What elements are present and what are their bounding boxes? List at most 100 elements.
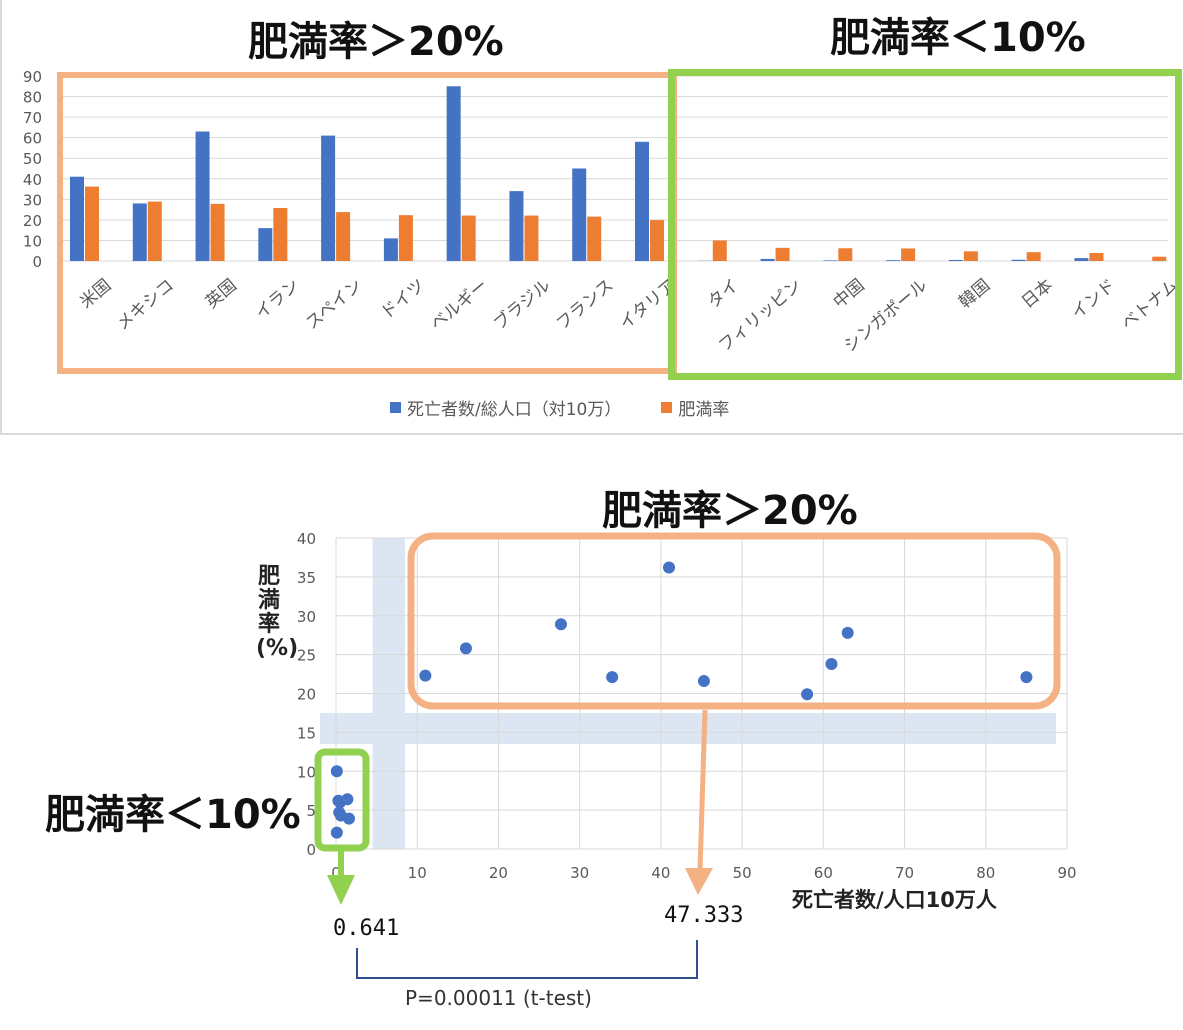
bar-deaths <box>446 86 461 262</box>
bar-obesity <box>210 203 225 261</box>
top-high-obesity-label: 肥満率＞20% <box>248 19 504 65</box>
bar-y-tick-label: 70 <box>23 109 42 127</box>
bar-obesity <box>650 220 664 261</box>
low-mean-arrow-head <box>327 875 355 905</box>
scatter-x-axis-title: 死亡者数/人口10万人 <box>792 888 997 912</box>
bar-y-tick-label: 60 <box>23 130 42 148</box>
scatter-point <box>342 812 355 825</box>
scatter-x-tick-label: 60 <box>814 864 833 882</box>
bar-deaths <box>258 228 273 261</box>
scatter-y-tick-label: 25 <box>297 647 316 665</box>
bar-chart-panel <box>0 0 1183 435</box>
scatter-point <box>554 618 567 631</box>
bar-y-tick-label: 50 <box>23 150 42 168</box>
bar-deaths <box>635 141 649 261</box>
scatter-point <box>606 671 619 684</box>
scatter-point <box>841 626 854 639</box>
scatter-y-axis-title: 肥満率(%) <box>256 564 299 661</box>
bar-deaths <box>760 258 775 261</box>
scatter-point <box>697 675 710 688</box>
legend-item-obesity: 肥満率 <box>661 395 729 420</box>
bar-y-tick-label: 0 <box>32 253 42 271</box>
scatter-point <box>663 561 676 574</box>
bar-obesity <box>838 248 853 261</box>
high-obesity-box <box>57 72 677 374</box>
scatter-x-tick-label: 70 <box>895 864 914 882</box>
scatter-y-tick-label: 10 <box>297 763 316 781</box>
scatter-x-tick-label: 50 <box>733 864 752 882</box>
bar-obesity <box>1026 252 1041 261</box>
legend-label-deaths: 死亡者数/総人口（対10万） <box>407 400 622 420</box>
legend-item-deaths: 死亡者数/総人口（対10万） <box>390 395 621 420</box>
scatter-point <box>459 642 472 655</box>
high-mean-arrow-shaft <box>697 709 708 871</box>
bar-obesity <box>147 201 162 261</box>
scatter-y-tick-label: 0 <box>306 841 316 859</box>
comparison-bracket <box>356 940 698 979</box>
bar-obesity <box>1152 256 1167 261</box>
scatter-y-tick-label: 35 <box>297 569 316 587</box>
bar-deaths <box>1011 259 1026 261</box>
mean-high-value: 47.333 <box>664 903 744 928</box>
scatter-point <box>330 765 343 778</box>
bar-y-tick-label: 40 <box>23 171 42 189</box>
bar-obesity <box>461 215 476 261</box>
scatter-y-tick-label: 40 <box>297 530 316 548</box>
bar-obesity <box>901 248 916 261</box>
bar-deaths <box>321 135 336 261</box>
bar-y-tick-label: 30 <box>23 191 42 209</box>
bar-obesity <box>775 247 790 261</box>
scatter-y-tick-label: 5 <box>306 802 316 820</box>
bar-y-tick-label: 90 <box>23 68 42 86</box>
bar-obesity <box>273 207 288 261</box>
bar-obesity <box>85 186 99 261</box>
scatter-low-obesity-box <box>314 748 370 852</box>
scatter-x-tick-label: 20 <box>489 864 508 882</box>
scatter-x-tick-label: 90 <box>1057 864 1076 882</box>
bar-y-tick-label: 10 <box>23 232 42 250</box>
bar-deaths <box>1074 258 1089 261</box>
mean-low-value: 0.641 <box>333 916 400 941</box>
scatter-point <box>825 657 838 670</box>
scatter-y-tick-label: 30 <box>297 608 316 626</box>
scatter-y-tick-label: 15 <box>297 724 316 742</box>
scatter-high-obesity-label: 肥満率＞20% <box>602 488 858 534</box>
bar-y-tick-label: 20 <box>23 212 42 230</box>
scatter-x-tick-label: 40 <box>651 864 670 882</box>
bar-deaths <box>572 168 587 261</box>
scatter-point <box>330 826 343 839</box>
scatter-high-obesity-box <box>407 532 1061 710</box>
bar-obesity <box>336 212 351 261</box>
bar-deaths <box>886 260 901 261</box>
legend-swatch-obesity <box>661 402 673 413</box>
bar-obesity <box>398 215 413 261</box>
bar-obesity <box>524 215 539 261</box>
bar-y-tick-label: 80 <box>23 89 42 107</box>
scatter-point <box>1020 671 1033 684</box>
bar-deaths <box>70 176 84 261</box>
bar-obesity <box>963 251 978 261</box>
scatter-x-tick-label: 80 <box>976 864 995 882</box>
bar-legend: 死亡者数/総人口（対10万） 肥満率 <box>390 395 729 420</box>
bar-obesity <box>1089 252 1104 261</box>
scatter-x-tick-label: 10 <box>408 864 427 882</box>
bar-deaths <box>948 259 963 261</box>
bar-deaths <box>195 131 210 261</box>
scatter-y-tick-label: 20 <box>297 686 316 704</box>
high-mean-arrow-head <box>685 868 713 895</box>
legend-swatch-deaths <box>390 402 401 413</box>
p-value-label: P=0.00011 (t-test) <box>405 986 592 1010</box>
scatter-horizontal-band <box>320 712 1056 745</box>
bar-deaths <box>383 238 398 261</box>
bar-obesity <box>712 240 727 261</box>
scatter-point <box>419 669 432 682</box>
scatter-point <box>341 793 354 806</box>
scatter-point <box>801 688 814 701</box>
scatter-low-obesity-label: 肥満率＜10% <box>45 792 301 838</box>
top-low-obesity-label: 肥満率＜10% <box>830 15 1086 61</box>
scatter-x-tick-label: 0 <box>331 864 341 882</box>
bar-deaths <box>509 191 524 261</box>
scatter-x-tick-label: 30 <box>570 864 589 882</box>
low-obesity-box <box>668 69 1182 380</box>
